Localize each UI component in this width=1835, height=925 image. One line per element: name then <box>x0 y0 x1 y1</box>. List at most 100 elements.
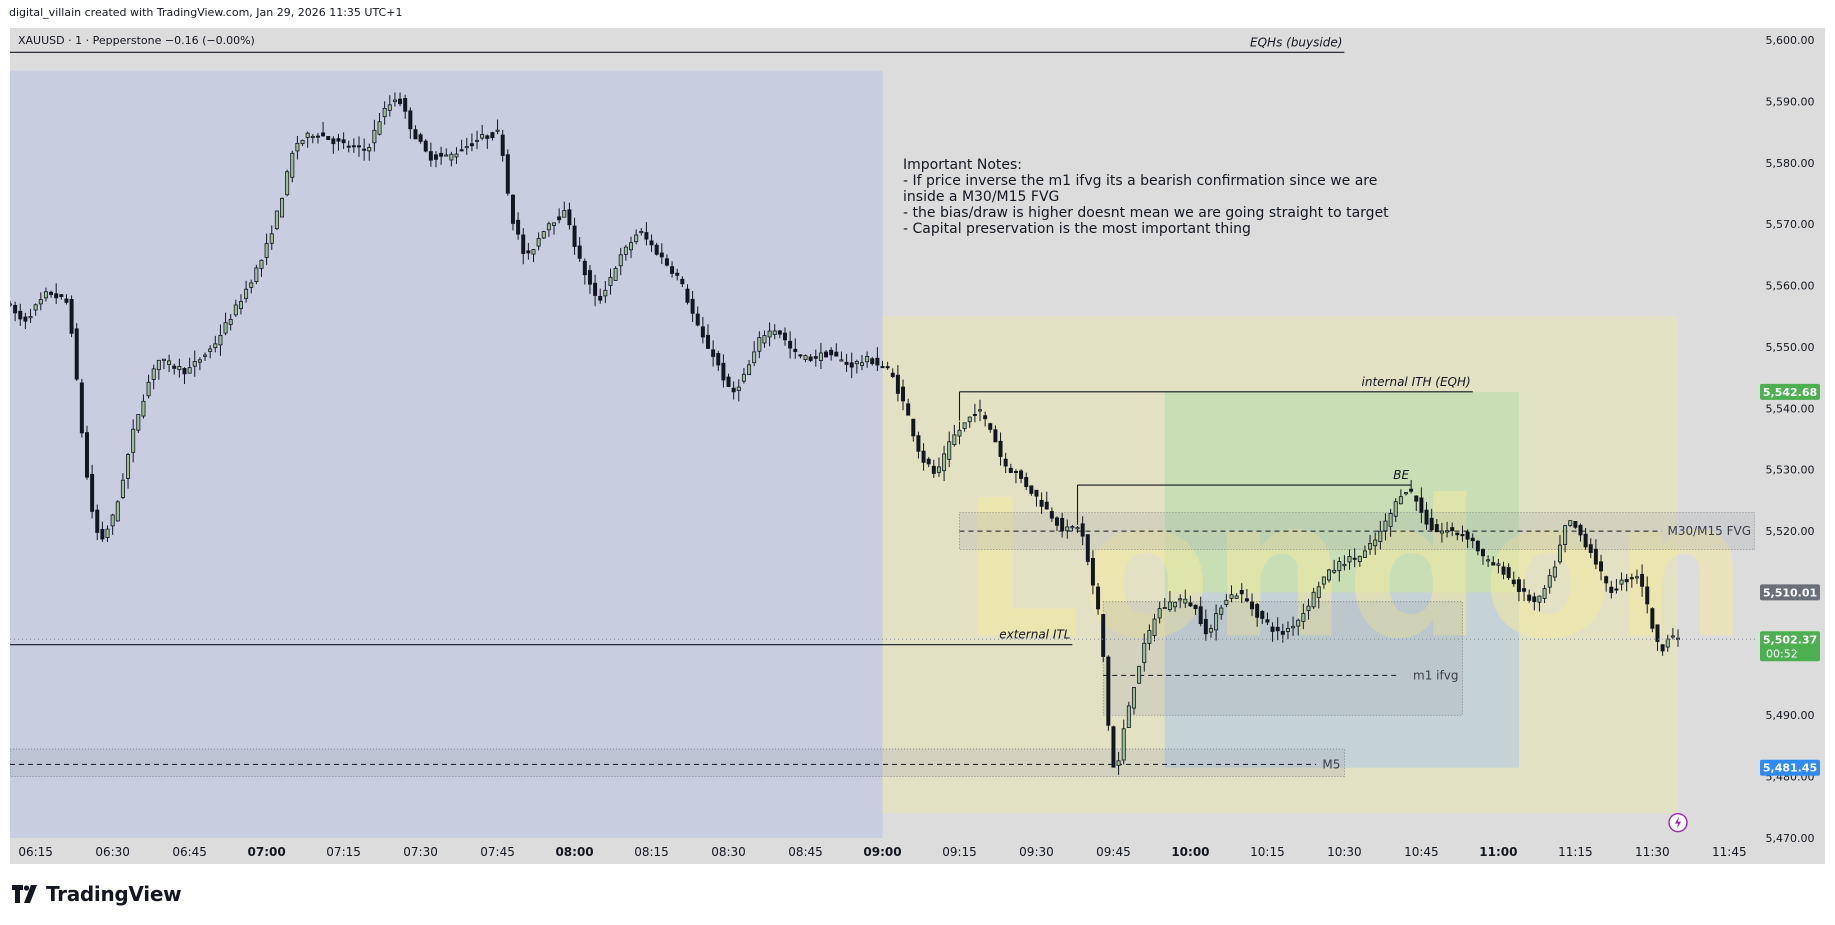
candle-up <box>1670 635 1675 638</box>
candle-down <box>844 361 849 365</box>
candle-down <box>1265 619 1270 623</box>
candle-up <box>43 291 48 299</box>
candle-up <box>536 238 541 247</box>
notes-line: - the bias/draw is higher doesnt mean we… <box>903 205 1389 221</box>
candle-up <box>1173 601 1178 608</box>
x-tick-label: 11:00 <box>1479 845 1517 859</box>
candle-up <box>244 288 249 299</box>
candle-up <box>865 355 870 363</box>
candle-down <box>1270 626 1275 632</box>
x-tick-label: 10:00 <box>1171 845 1209 859</box>
candle-down <box>1055 517 1059 526</box>
tradingview-logo[interactable]: TradingView <box>12 882 182 906</box>
candle-up <box>151 368 156 380</box>
candle-down <box>1003 458 1008 467</box>
x-tick-label: 10:45 <box>1404 845 1439 859</box>
candle-up <box>449 153 454 161</box>
candle-down <box>875 357 880 366</box>
candle-up <box>1557 544 1562 563</box>
candle-up <box>254 267 259 282</box>
candle-up <box>28 316 33 319</box>
x-tick-label: 07:00 <box>248 845 286 859</box>
candle-down <box>1455 532 1460 536</box>
price-tag-ith-bg <box>1760 383 1820 400</box>
price-chart[interactable]: London M30/M15 FVG m1 ifvg M5 EQHs (buysid… <box>10 28 1755 838</box>
candle-down <box>1198 606 1203 625</box>
candle-down <box>1593 548 1598 565</box>
trade-profit-zone <box>1164 391 1519 593</box>
candle-up <box>1070 526 1075 529</box>
candle-up <box>295 142 300 152</box>
candle-down <box>182 368 187 375</box>
candle-up <box>562 210 567 218</box>
candle-up <box>854 361 859 365</box>
candle-down <box>675 272 680 276</box>
candle-down <box>644 232 649 240</box>
candle-up <box>1065 526 1070 532</box>
y-tick-label: 5,520.00 <box>1766 525 1815 538</box>
candle-down <box>901 386 906 402</box>
price-tag-current: 5,502.37 <box>1763 633 1817 646</box>
candle-up <box>305 132 310 138</box>
candle-up <box>1393 501 1398 517</box>
candle-down <box>777 330 782 335</box>
notes-line: - If price inverse the m1 ifvg its a bea… <box>903 173 1377 189</box>
candle-down <box>1506 567 1511 579</box>
x-tick-label: 06:45 <box>172 845 207 859</box>
candle-up <box>377 121 382 135</box>
candle-down <box>1260 611 1265 619</box>
candle-up <box>1291 625 1296 629</box>
candle-down <box>726 376 731 387</box>
x-tick-label: 06:15 <box>18 845 53 859</box>
candle-up <box>747 364 752 376</box>
x-tick-label: 10:15 <box>1250 845 1285 859</box>
x-tick-label: 08:00 <box>555 845 593 859</box>
candle-down <box>885 366 890 369</box>
candle-up <box>1619 579 1624 585</box>
candle-down <box>418 134 423 142</box>
plot-area[interactable]: London M30/M15 FVG m1 ifvg M5 EQHs (buysid… <box>10 28 1755 838</box>
x-tick-label: 07:45 <box>480 845 515 859</box>
candle-down <box>90 473 95 512</box>
candle-up <box>1486 559 1491 562</box>
candle-down <box>1409 488 1414 492</box>
candle-down <box>1101 614 1106 657</box>
price-tag-entry-bg <box>1760 584 1820 601</box>
candle-down <box>1414 495 1419 502</box>
candle-up <box>967 416 972 423</box>
candle-up <box>1388 513 1393 527</box>
candle-down <box>1193 604 1198 610</box>
candle-up <box>1568 520 1573 526</box>
y-tick-label: 5,590.00 <box>1766 95 1815 108</box>
candle-up <box>310 135 315 138</box>
candle-up <box>444 154 449 157</box>
candle-down <box>849 362 854 368</box>
candle-up <box>1311 591 1316 608</box>
candle-up <box>1439 530 1444 534</box>
candle-down <box>1080 523 1085 537</box>
y-tick-label: 5,500.00 <box>1766 648 1815 661</box>
candle-down <box>351 145 356 148</box>
fvg-zone-label: M30/M15 FVG <box>1667 524 1751 538</box>
candle-up <box>1301 613 1306 622</box>
candle-down <box>1024 477 1029 488</box>
candle-down <box>74 328 79 380</box>
x-tick-label: 09:45 <box>1096 845 1131 859</box>
candle-down <box>1614 588 1619 591</box>
candle-down <box>890 372 895 378</box>
candle-up <box>208 348 213 352</box>
candle-down <box>664 258 669 266</box>
candle-down <box>1019 470 1024 479</box>
chart-frame[interactable]: London M30/M15 FVG m1 ifvg M5 EQHs (buysid… <box>10 28 1825 864</box>
candle-down <box>362 148 367 151</box>
be-label: BE <box>1393 468 1409 482</box>
y-tick-label: 5,490.00 <box>1766 709 1815 722</box>
candle-up <box>552 222 557 226</box>
price-tag-target: 5,481.45 <box>1763 762 1817 775</box>
candle-down <box>428 151 433 161</box>
candle-down <box>572 225 577 247</box>
candle-down <box>403 98 408 112</box>
candle-down <box>1527 594 1532 601</box>
candle-up <box>1347 556 1352 563</box>
candle-up <box>1285 628 1290 632</box>
